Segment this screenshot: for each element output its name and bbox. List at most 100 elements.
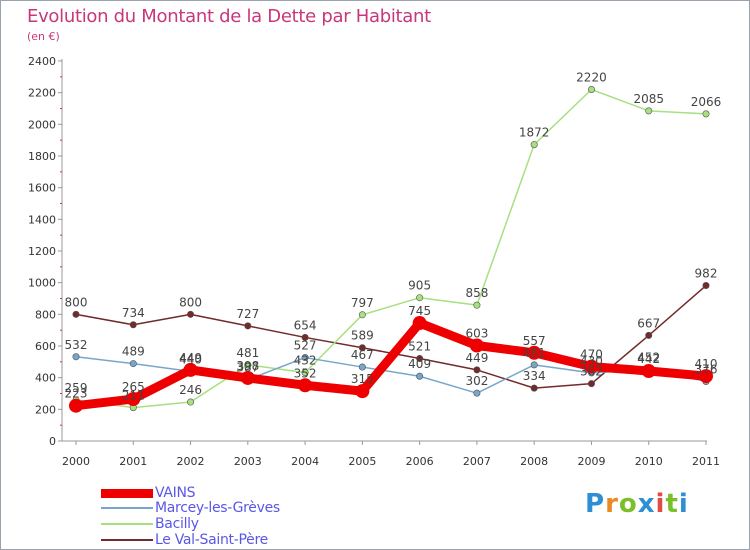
series-line-le-val-saint-pe-re [75,284,707,389]
logo-letter: o [618,489,638,519]
data-label-marcey-les-gre-ves: 440 [179,352,202,366]
data-label-le-val-saint-pe-re: 654 [294,318,317,332]
data-label-bacilly: 1872 [519,126,550,140]
logo-letter: i [678,489,689,519]
data-label-vains: 352 [294,366,317,380]
legend-swatch-marcey [101,507,153,509]
data-label-marcey-les-gre-ves: 467 [351,348,374,362]
logo-letter: P [585,489,606,519]
chart-title: Evolution du Montant de la Dette par Hab… [27,6,431,27]
data-label-vains: 603 [465,327,488,341]
data-point-le-val-saint-pe-re [301,333,309,341]
data-label-marcey-les-gre-ves: 527 [294,339,317,353]
data-label-le-val-saint-pe-re: 521 [408,340,431,354]
data-point-le-val-saint-pe-re [187,310,195,318]
data-label-vains: 398 [236,359,259,373]
data-label-bacilly: 858 [465,286,488,300]
data-point-vains [355,384,370,399]
data-point-bacilly [187,398,195,406]
data-point-bacilly [301,369,309,377]
data-label-marcey-les-gre-ves: 452 [637,350,660,364]
y-tick-label: 1800 [28,150,56,163]
data-label-le-val-saint-pe-re: 727 [236,307,259,321]
x-tick-label: 2002 [177,455,205,468]
data-point-le-val-saint-pe-re [473,366,481,374]
y-tick-label: 600 [35,340,56,353]
data-label-vains: 449 [179,351,202,365]
data-point-marcey-les-gre-ves [473,389,481,397]
data-label-vains: 745 [408,304,431,318]
data-label-marcey-les-gre-ves: 387 [236,361,259,375]
logo-letter: t [665,489,679,519]
data-label-bacilly: 2066 [691,95,722,109]
y-tick-label: 1000 [28,277,56,290]
x-tick-label: 2008 [520,455,548,468]
data-label-bacilly: 905 [408,279,431,293]
data-point-le-val-saint-pe-re [358,344,366,352]
y-tick-label: 1600 [28,182,56,195]
y-tick-label: 800 [35,308,56,321]
series-line-bacilly [75,88,707,409]
data-point-marcey-les-gre-ves [530,361,538,369]
data-point-bacilly [473,301,481,309]
data-point-marcey-les-gre-ves [301,354,309,362]
data-label-le-val-saint-pe-re: 734 [122,306,145,320]
data-label-le-val-saint-pe-re: 982 [695,267,718,281]
data-label-marcey-les-gre-ves: 409 [408,357,431,371]
data-point-vains [126,392,141,407]
data-point-le-val-saint-pe-re [72,310,80,318]
data-point-vains [699,369,713,384]
legend-label-vains: VAINS [155,485,196,501]
data-label-marcey-les-gre-ves: 489 [122,345,145,359]
x-tick-label: 2005 [348,455,376,468]
data-label-bacilly: 481 [236,346,259,360]
data-label-bacilly: 259 [65,381,88,395]
data-point-bacilly [416,294,424,302]
y-tick-label: 1400 [28,213,56,226]
data-label-le-val-saint-pe-re: 589 [351,329,374,343]
data-point-le-val-saint-pe-re [416,355,424,363]
x-tick-label: 2006 [406,455,434,468]
data-label-vains: 442 [637,352,660,366]
y-tick-label: 400 [35,372,56,385]
data-point-le-val-saint-pe-re [645,331,653,339]
data-point-vains [469,338,484,353]
data-point-bacilly [702,110,710,118]
data-point-bacilly [587,86,595,94]
x-tick-label: 2010 [635,455,663,468]
legend-label-marcey: Marcey-les-Grèves [155,500,280,516]
legend-swatch-val-saint-pere [101,539,153,541]
data-label-vains: 410 [695,357,718,371]
data-point-vains [527,345,542,360]
legend-item-val-saint-pere: Le Val-Saint-Père [101,532,268,548]
legend-item-bacilly: Bacilly [101,516,199,532]
data-label-le-val-saint-pe-re: 362 [580,365,603,379]
y-tick-label: 2400 [28,55,56,68]
data-label-marcey-les-gre-ves: 376 [695,362,718,376]
unit-label: (en €) [27,30,60,43]
logo-letter: r [605,489,619,519]
x-tick-label: 2001 [119,455,147,468]
y-tick-label: 2000 [28,118,56,131]
data-label-vains: 557 [523,334,546,348]
data-point-bacilly [645,107,653,115]
legend-label-val-saint-pere: Le Val-Saint-Père [155,532,268,548]
proxiti-logo: Proxiti [585,489,689,519]
data-point-le-val-saint-pe-re [702,282,710,290]
data-point-vains [298,378,313,393]
data-point-vains [641,364,656,379]
data-point-marcey-les-gre-ves [416,372,424,380]
logo-letter: i [655,489,666,519]
data-point-bacilly [244,361,252,369]
data-label-vains: 223 [65,387,88,401]
legend-item-marcey: Marcey-les-Grèves [101,500,280,516]
legend-swatch-vains [101,488,153,498]
legend-label-bacilly: Bacilly [155,516,199,532]
data-point-marcey-les-gre-ves [358,363,366,371]
data-point-bacilly [530,141,538,149]
data-point-le-val-saint-pe-re [129,321,137,329]
y-tick-label: 1200 [28,245,56,258]
y-tick-label: 0 [49,435,56,448]
data-point-vains [240,370,255,385]
